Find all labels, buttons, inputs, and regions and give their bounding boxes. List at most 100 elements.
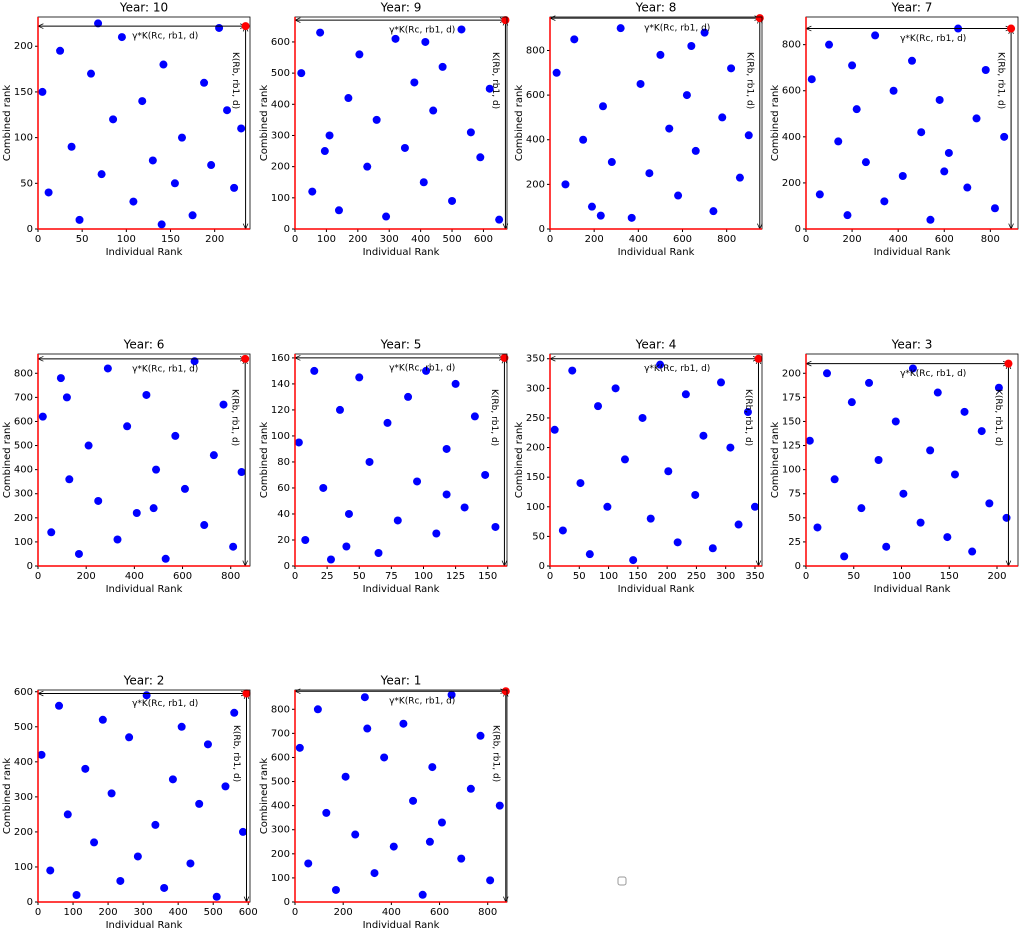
point [857, 504, 866, 513]
point [491, 522, 500, 531]
annotation: K(Rb, rb1, d) [230, 389, 240, 446]
point [700, 28, 709, 37]
y-tick-label: 250 [526, 413, 545, 424]
point [320, 147, 329, 156]
x-tick-label: 500 [204, 907, 223, 918]
x-tick-label: 0 [35, 571, 41, 582]
annotation: γ*K(Rc, rb1, d) [900, 34, 966, 44]
x-tick-label: 800 [981, 234, 1000, 245]
point [237, 124, 246, 133]
point [383, 418, 392, 427]
point [149, 504, 158, 513]
y-tick-label: 0 [795, 561, 801, 572]
x-tick-label: 200 [348, 234, 367, 245]
point [180, 484, 189, 493]
x-tick-label: 200 [99, 907, 118, 918]
x-tick-label: 350 [745, 571, 764, 582]
chart-title: Year: 10 [119, 1, 168, 15]
ui-checkbox[interactable] [617, 876, 627, 886]
point [56, 374, 65, 383]
point [223, 106, 232, 115]
point [326, 555, 335, 564]
point [97, 170, 106, 179]
point [186, 859, 195, 868]
y-tick-label: 700 [14, 392, 33, 403]
annotation: K(Rb, rb1, d) [996, 52, 1006, 109]
point [393, 516, 402, 525]
y-tick-label: 800 [14, 368, 33, 379]
y-tick-label: 60 [277, 483, 290, 494]
point [230, 708, 239, 717]
point [607, 158, 616, 167]
y-tick-label: 600 [14, 416, 33, 427]
y-tick-label: 100 [271, 193, 290, 204]
x-tick-label: 100 [117, 234, 136, 245]
point [399, 719, 408, 728]
point [882, 542, 891, 551]
point [142, 390, 151, 399]
point [744, 131, 753, 140]
point [355, 373, 364, 382]
point [599, 102, 607, 111]
point [47, 528, 56, 537]
point [674, 191, 683, 200]
x-tick-label: 100 [63, 907, 82, 918]
point [316, 28, 325, 37]
y-tick-label: 600 [526, 90, 545, 101]
x-tick-label: 600 [239, 907, 258, 918]
point [825, 40, 834, 49]
point [157, 220, 166, 229]
point [476, 153, 485, 162]
point [466, 128, 475, 137]
chart-title: Year: 5 [380, 338, 422, 352]
x-tick-label: 0 [292, 571, 298, 582]
point [374, 548, 383, 557]
point [916, 518, 925, 527]
point [587, 202, 596, 211]
point [389, 842, 398, 851]
point [301, 535, 310, 544]
point [451, 379, 460, 388]
point [933, 388, 942, 397]
y-tick-label: 160 [271, 353, 290, 364]
point [331, 885, 340, 894]
point [594, 402, 603, 411]
point [322, 808, 331, 817]
point [413, 477, 422, 486]
point [168, 775, 177, 784]
x-tick-label: 150 [940, 571, 959, 582]
highlight-point [1004, 359, 1013, 368]
annotation: K(Rb, rb1, d) [490, 52, 500, 109]
y-tick-label: 175 [782, 392, 801, 403]
annotation: γ*K(Rc, rb1, d) [132, 32, 198, 42]
x-tick-label: 0 [35, 907, 41, 918]
annotation: γ*K(Rc, rb1, d) [389, 26, 455, 36]
point [481, 470, 490, 479]
point [815, 190, 824, 199]
chart-title: Year: 7 [891, 1, 933, 15]
y-tick-label: 200 [271, 849, 290, 860]
chart-title: Year: 4 [635, 338, 677, 352]
point [215, 23, 224, 32]
x-tick-label: 0 [292, 907, 298, 918]
point [219, 400, 228, 409]
point [335, 405, 344, 414]
point [170, 179, 179, 188]
y-tick-label: 140 [271, 379, 290, 390]
point [550, 425, 559, 434]
y-tick-label: 200 [14, 41, 33, 52]
x-tick-label: 800 [478, 907, 497, 918]
point [470, 412, 479, 421]
x-tick-label: 0 [803, 571, 809, 582]
y-tick-label: 600 [271, 752, 290, 763]
y-axis-label: Combined rank [514, 422, 525, 499]
point [861, 158, 870, 167]
point [917, 128, 926, 137]
x-tick-label: 800 [221, 571, 240, 582]
point [813, 523, 822, 532]
point [960, 407, 969, 416]
point [355, 50, 364, 59]
point [237, 468, 246, 477]
x-axis-label: Individual Rank [874, 247, 951, 258]
